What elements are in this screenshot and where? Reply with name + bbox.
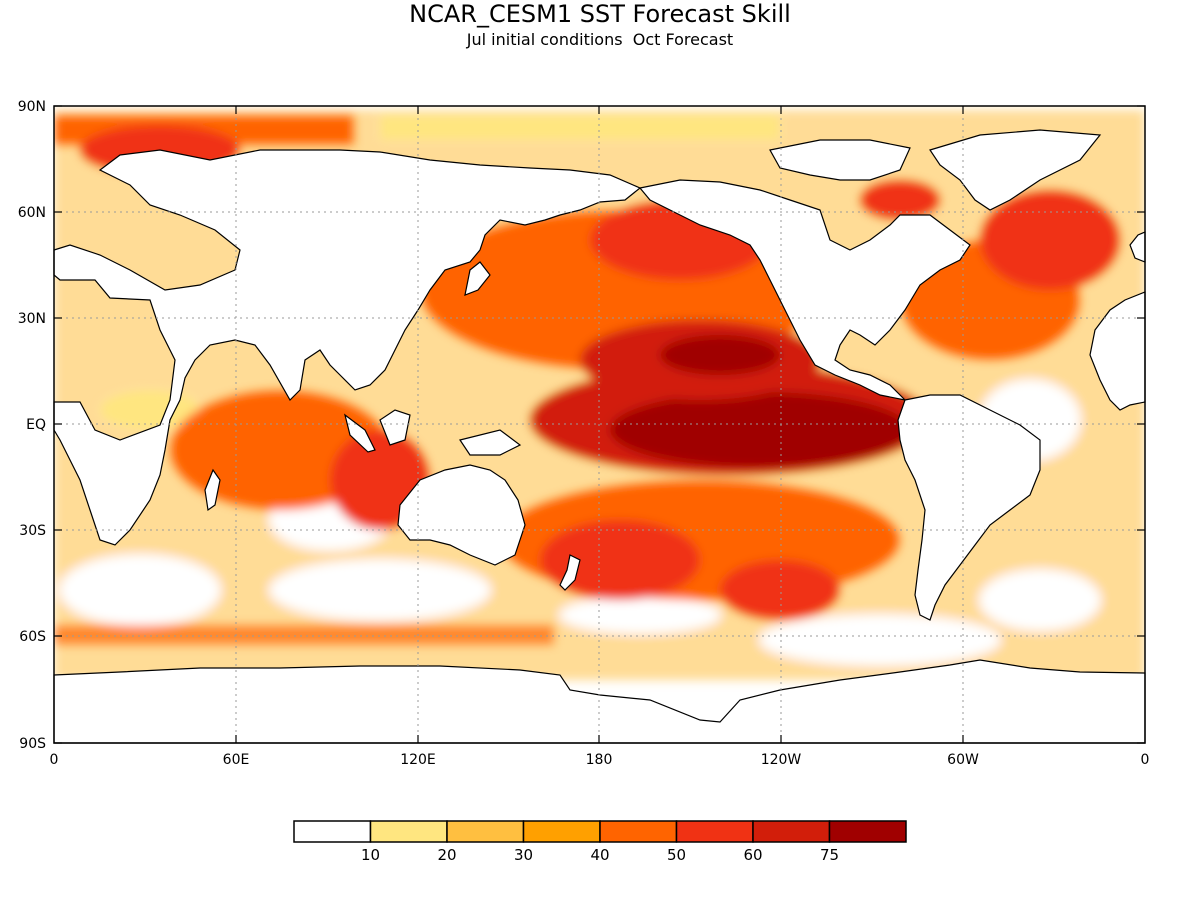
colorbar-label-6: 75	[820, 846, 839, 864]
colorbar-swatch-4	[599, 820, 678, 843]
graticule	[54, 106, 1145, 743]
colorbar-swatch-5	[675, 820, 754, 843]
landmass-borneo	[379, 409, 411, 446]
colorbar-label-3: 40	[590, 846, 609, 864]
colorbar: 10 20 30 40 50 60 75	[293, 820, 907, 864]
lat-label-60s: 60S	[19, 629, 46, 645]
lon-label-120e: 120E	[400, 752, 436, 768]
landmass-south-america	[897, 394, 1041, 621]
landmass-greenland	[929, 129, 1102, 211]
colorbar-label-5: 60	[743, 846, 762, 864]
colorbar-label-1: 20	[437, 846, 456, 864]
lon-label-60w: 60W	[947, 752, 979, 768]
map-title: NCAR_CESM1 SST Forecast Skill	[409, 0, 791, 28]
map-ticks	[54, 105, 1145, 744]
lon-label-180: 180	[586, 752, 613, 768]
colorbar-swatch-3	[522, 820, 601, 843]
colorbar-swatch-1	[369, 820, 448, 843]
lon-label-60e: 60E	[223, 752, 250, 768]
landmass-new-guinea	[459, 429, 522, 456]
landmass-canadian-arctic	[769, 139, 911, 181]
lon-label-120w: 120W	[761, 752, 802, 768]
colorbar-label-0: 10	[361, 846, 380, 864]
map-subtitle: Jul initial conditions Oct Forecast	[466, 30, 733, 49]
lon-label-0-end: 0	[1141, 752, 1150, 768]
map-panel	[53, 105, 1146, 744]
colorbar-swatch-7	[828, 820, 907, 843]
colorbar-label-2: 30	[514, 846, 533, 864]
landmass-sumatra	[344, 413, 376, 453]
landmass-north-america	[638, 179, 971, 401]
lat-label-90s: 90S	[19, 736, 46, 752]
lat-label-90n: 90N	[18, 99, 46, 115]
colorbar-label-4: 50	[667, 846, 686, 864]
colorbar-swatch-0	[293, 820, 372, 843]
landmass-eurasia-africa	[53, 149, 642, 546]
lon-label-0: 0	[50, 752, 59, 768]
landmass-japan	[464, 261, 491, 296]
landmass-africa-west	[1089, 291, 1146, 411]
landmass-australia	[397, 464, 526, 566]
lat-labels: 90N 60N 30N EQ 30S 60S 90S	[18, 99, 46, 752]
colorbar-swatch-2	[446, 820, 525, 843]
lon-labels: 0 60E 120E 180 120W 60W 0	[50, 752, 1150, 768]
lat-label-60n: 60N	[18, 205, 46, 221]
colorbar-swatch-6	[752, 820, 831, 843]
lat-label-30s: 30S	[19, 523, 46, 539]
lat-label-eq: EQ	[26, 417, 46, 433]
landmass-new-zealand	[559, 554, 581, 591]
lat-label-30n: 30N	[18, 311, 46, 327]
landmass-madagascar	[204, 468, 221, 512]
